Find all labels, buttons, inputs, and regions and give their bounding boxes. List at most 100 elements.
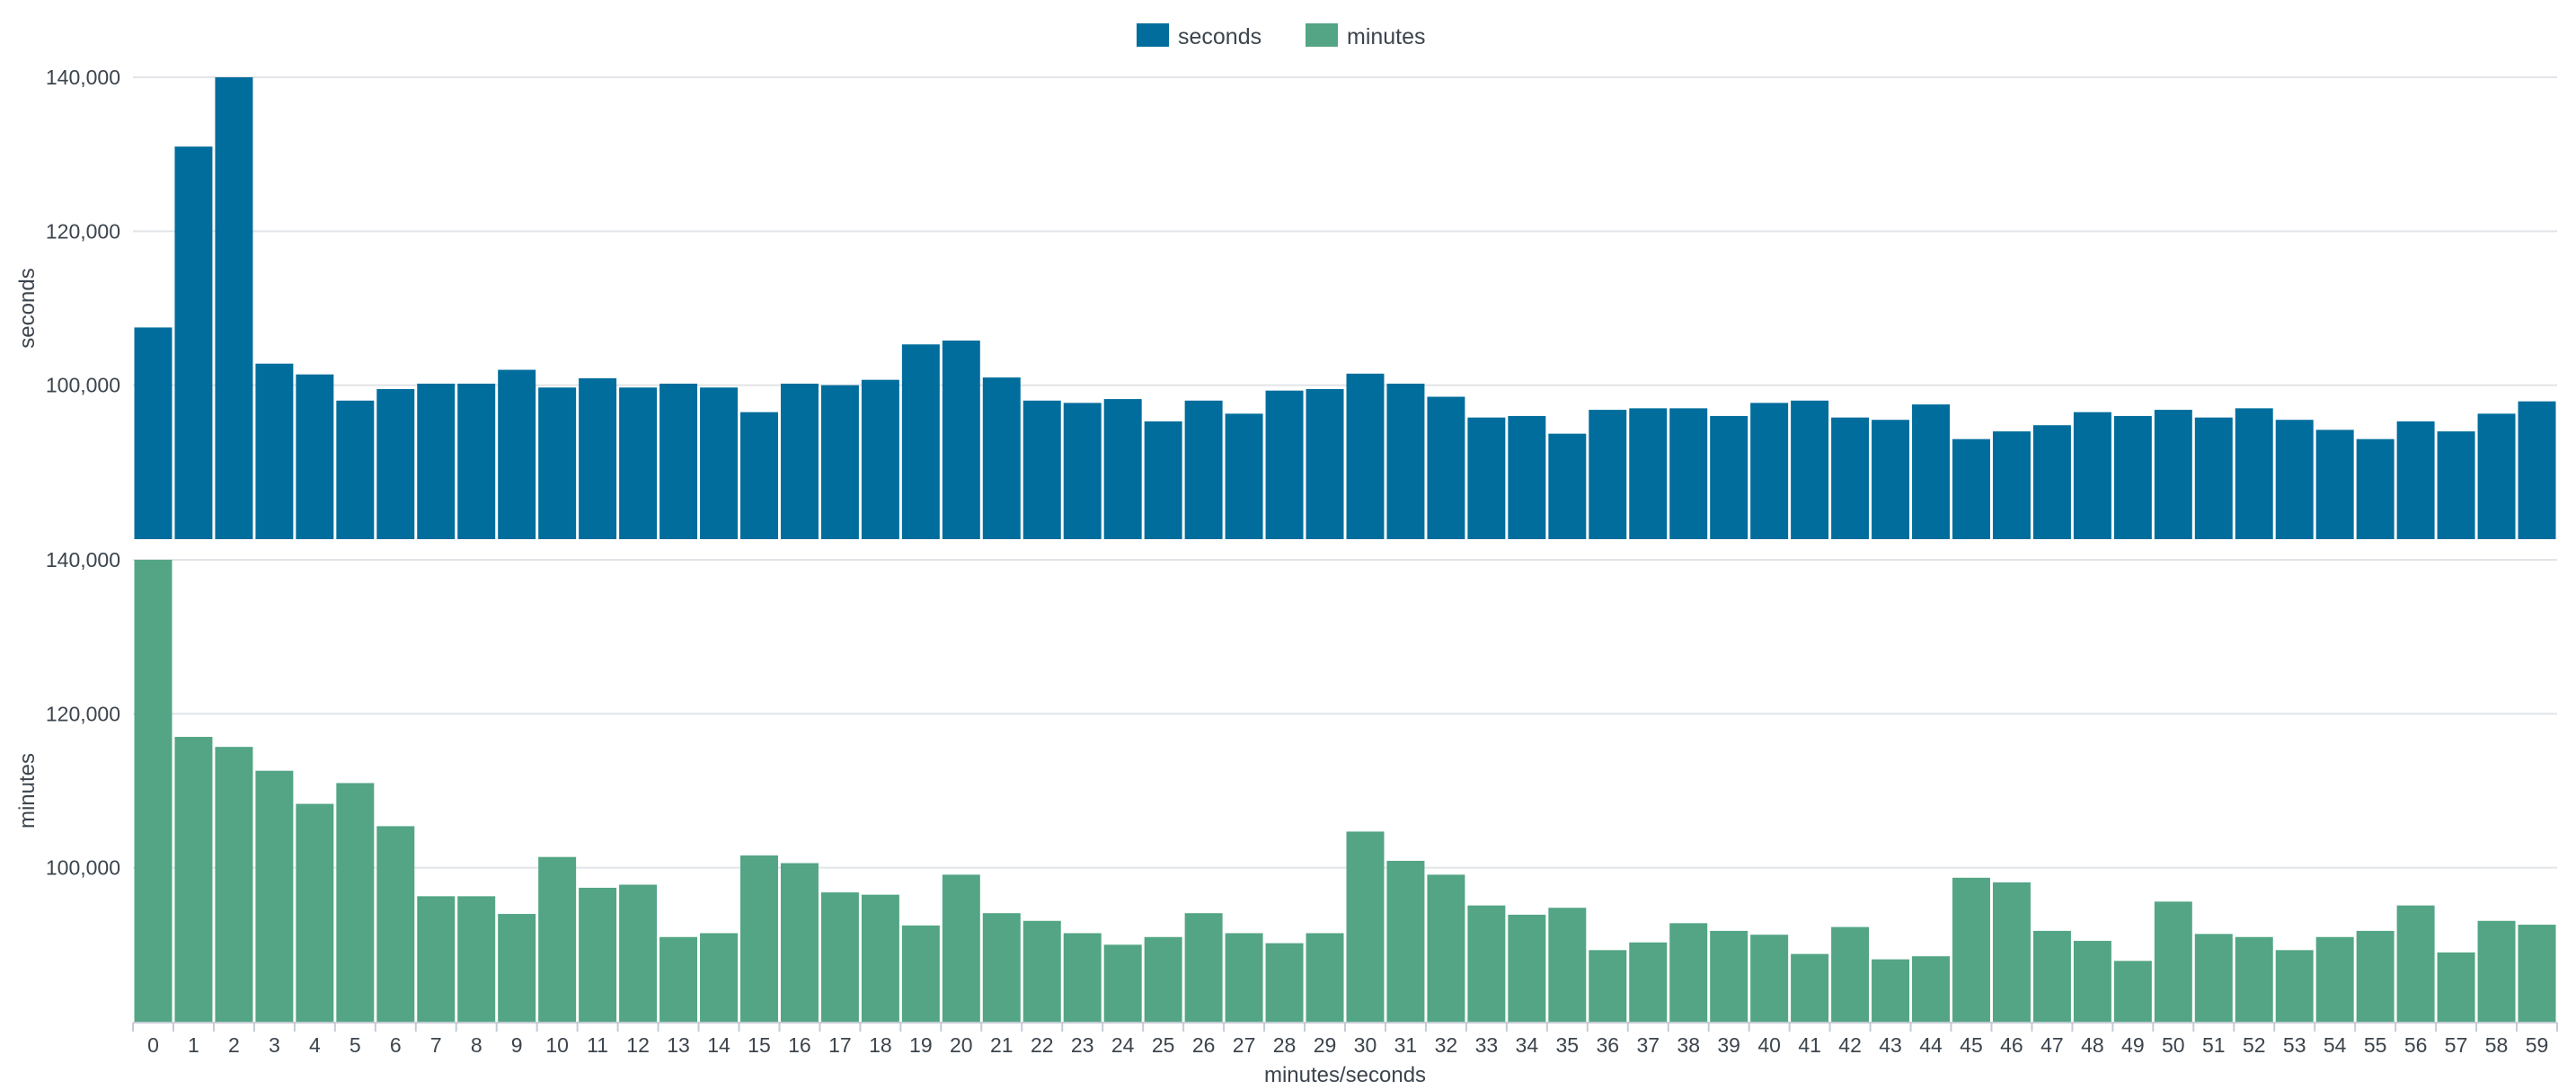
bar-seconds-2[interactable]: [215, 77, 253, 539]
bar-seconds-26[interactable]: [1184, 400, 1223, 539]
bar-seconds-38[interactable]: [1669, 408, 1708, 539]
bar-minutes-5[interactable]: [336, 783, 375, 1022]
bar-seconds-15[interactable]: [740, 412, 778, 539]
bar-minutes-30[interactable]: [1346, 831, 1385, 1022]
bar-seconds-12[interactable]: [619, 387, 658, 539]
bar-minutes-52[interactable]: [2235, 936, 2273, 1022]
bar-seconds-8[interactable]: [457, 383, 496, 539]
bar-minutes-26[interactable]: [1184, 913, 1223, 1022]
bar-seconds-53[interactable]: [2275, 420, 2314, 539]
bar-minutes-16[interactable]: [780, 863, 819, 1022]
bar-seconds-9[interactable]: [498, 369, 536, 539]
bar-minutes-33[interactable]: [1467, 905, 1506, 1022]
bar-minutes-1[interactable]: [174, 737, 213, 1022]
bar-seconds-29[interactable]: [1306, 388, 1344, 539]
bar-minutes-38[interactable]: [1669, 923, 1708, 1022]
bar-minutes-0[interactable]: [134, 560, 173, 1022]
bar-minutes-46[interactable]: [1992, 882, 2031, 1022]
bar-minutes-34[interactable]: [1508, 914, 1546, 1022]
legend[interactable]: seconds minutes: [1137, 23, 1426, 49]
bar-seconds-0[interactable]: [134, 327, 173, 539]
bar-seconds-23[interactable]: [1063, 403, 1102, 539]
bar-minutes-6[interactable]: [376, 826, 415, 1022]
bar-seconds-21[interactable]: [982, 377, 1021, 539]
bar-seconds-30[interactable]: [1346, 373, 1385, 539]
bar-minutes-47[interactable]: [2032, 930, 2071, 1022]
bar-seconds-54[interactable]: [2315, 430, 2354, 539]
bar-minutes-23[interactable]: [1063, 933, 1102, 1022]
bar-seconds-1[interactable]: [174, 146, 213, 539]
bar-seconds-43[interactable]: [1872, 420, 1910, 539]
bar-seconds-28[interactable]: [1265, 390, 1304, 539]
bar-minutes-20[interactable]: [942, 874, 980, 1022]
bar-seconds-55[interactable]: [2356, 439, 2395, 539]
bar-seconds-19[interactable]: [901, 344, 940, 539]
bar-minutes-58[interactable]: [2477, 920, 2516, 1022]
bar-seconds-39[interactable]: [1710, 415, 1748, 539]
bar-minutes-56[interactable]: [2396, 905, 2435, 1022]
bar-minutes-21[interactable]: [982, 913, 1021, 1022]
bar-seconds-24[interactable]: [1103, 399, 1142, 539]
bar-minutes-42[interactable]: [1831, 926, 1870, 1022]
bar-seconds-44[interactable]: [1912, 404, 1950, 539]
bar-minutes-40[interactable]: [1750, 935, 1789, 1022]
bar-minutes-45[interactable]: [1952, 877, 1990, 1022]
bar-seconds-34[interactable]: [1508, 415, 1546, 539]
bar-seconds-10[interactable]: [538, 387, 577, 539]
bar-seconds-46[interactable]: [1992, 431, 2031, 539]
bar-seconds-42[interactable]: [1831, 417, 1870, 539]
bar-minutes-13[interactable]: [659, 936, 698, 1022]
bar-minutes-35[interactable]: [1548, 908, 1587, 1022]
bar-minutes-53[interactable]: [2275, 950, 2314, 1022]
bar-seconds-31[interactable]: [1386, 383, 1425, 539]
bar-minutes-22[interactable]: [1022, 920, 1061, 1022]
bar-minutes-50[interactable]: [2154, 901, 2192, 1022]
bar-minutes-10[interactable]: [538, 856, 577, 1022]
bar-minutes-31[interactable]: [1386, 860, 1425, 1022]
bar-minutes-19[interactable]: [901, 925, 940, 1022]
bar-minutes-3[interactable]: [255, 770, 294, 1022]
bar-seconds-32[interactable]: [1427, 396, 1465, 539]
bar-minutes-37[interactable]: [1629, 942, 1668, 1022]
bar-seconds-56[interactable]: [2396, 421, 2435, 539]
bar-seconds-45[interactable]: [1952, 439, 1990, 539]
bar-minutes-57[interactable]: [2437, 952, 2475, 1022]
bar-seconds-22[interactable]: [1022, 400, 1061, 539]
bar-minutes-54[interactable]: [2315, 936, 2354, 1022]
bar-seconds-57[interactable]: [2437, 431, 2475, 539]
bar-minutes-44[interactable]: [1912, 956, 1950, 1022]
bar-minutes-49[interactable]: [2113, 961, 2152, 1022]
bar-minutes-43[interactable]: [1872, 959, 1910, 1022]
bar-minutes-41[interactable]: [1791, 953, 1829, 1022]
bar-seconds-14[interactable]: [700, 387, 738, 539]
bar-minutes-29[interactable]: [1306, 933, 1344, 1022]
bar-seconds-41[interactable]: [1791, 400, 1829, 539]
bar-seconds-52[interactable]: [2235, 408, 2273, 539]
bar-minutes-25[interactable]: [1144, 936, 1182, 1022]
bar-minutes-17[interactable]: [820, 892, 859, 1022]
bar-seconds-50[interactable]: [2154, 410, 2192, 539]
bar-seconds-35[interactable]: [1548, 433, 1587, 539]
bar-minutes-2[interactable]: [215, 747, 253, 1022]
bar-minutes-27[interactable]: [1225, 933, 1263, 1022]
bar-minutes-39[interactable]: [1710, 930, 1748, 1022]
bar-seconds-37[interactable]: [1629, 408, 1668, 539]
bar-seconds-27[interactable]: [1225, 413, 1263, 539]
bar-seconds-7[interactable]: [417, 383, 456, 539]
bar-seconds-16[interactable]: [780, 383, 819, 539]
bar-minutes-11[interactable]: [579, 887, 617, 1022]
bar-minutes-59[interactable]: [2518, 925, 2556, 1022]
bar-seconds-51[interactable]: [2194, 417, 2233, 539]
legend-item-seconds[interactable]: seconds: [1137, 23, 1261, 49]
bar-minutes-51[interactable]: [2194, 934, 2233, 1022]
bar-seconds-36[interactable]: [1589, 410, 1627, 539]
bar-minutes-36[interactable]: [1589, 950, 1627, 1022]
bar-minutes-55[interactable]: [2356, 930, 2395, 1022]
bar-seconds-13[interactable]: [659, 383, 698, 539]
bar-seconds-49[interactable]: [2113, 415, 2152, 539]
bar-seconds-18[interactable]: [861, 379, 899, 539]
bar-minutes-32[interactable]: [1427, 874, 1465, 1022]
bar-seconds-20[interactable]: [942, 340, 980, 539]
bar-seconds-5[interactable]: [336, 400, 375, 539]
bar-minutes-4[interactable]: [296, 803, 334, 1022]
